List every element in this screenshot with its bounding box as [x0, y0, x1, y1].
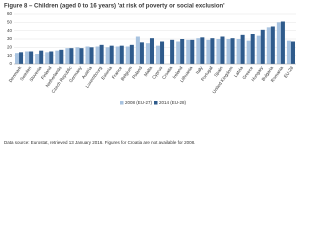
x-tick-label: Poland	[131, 65, 143, 80]
legend-swatch	[154, 101, 158, 105]
bar	[109, 45, 114, 64]
bar	[79, 48, 84, 64]
bar	[160, 41, 165, 64]
y-tick-label: 60	[7, 11, 13, 16]
chart: Figure 8 – Children (aged 0 to 16 years)…	[4, 4, 296, 145]
y-tick-label: 0	[9, 61, 12, 66]
bar	[190, 39, 195, 64]
bar	[95, 46, 100, 64]
bar	[25, 51, 30, 64]
legend-label: 2014 (EU-28)	[159, 100, 187, 105]
bar	[69, 48, 74, 64]
bar	[85, 46, 90, 64]
y-tick-label: 30	[7, 36, 13, 41]
bar	[276, 22, 281, 64]
x-tick-label: Spain	[213, 65, 224, 78]
bar	[206, 39, 211, 64]
bar	[246, 40, 251, 64]
bar	[19, 52, 24, 64]
legend-label: 2008 (EU-27)	[125, 100, 153, 105]
x-tick-label: EU-28	[283, 65, 295, 79]
bar	[210, 38, 215, 64]
bar	[125, 46, 130, 64]
bar	[65, 48, 70, 64]
bar	[89, 47, 94, 64]
bar	[266, 27, 271, 64]
bar	[15, 53, 20, 64]
bar	[220, 36, 225, 64]
bar	[260, 29, 265, 64]
bar	[55, 50, 60, 64]
bar	[35, 54, 40, 64]
bar	[200, 37, 205, 64]
bar	[270, 26, 275, 64]
bar	[115, 46, 120, 64]
bar	[240, 34, 245, 64]
bar	[176, 41, 181, 64]
bar	[45, 52, 50, 64]
bar	[230, 38, 235, 64]
y-tick-label: 20	[7, 45, 13, 50]
bar	[139, 42, 144, 64]
bar	[119, 45, 124, 64]
y-tick-label: 50	[7, 20, 13, 25]
bar	[250, 34, 255, 64]
bar	[286, 40, 291, 64]
bar	[129, 44, 134, 64]
bar	[186, 39, 191, 64]
bar	[99, 44, 104, 64]
chart-title: Figure 8 – Children (aged 0 to 16 years)…	[4, 4, 225, 10]
bar	[75, 47, 80, 64]
bar	[180, 39, 185, 64]
bar	[135, 36, 140, 64]
bar	[216, 39, 221, 64]
bar	[226, 39, 231, 64]
bar	[256, 35, 261, 64]
bar	[39, 50, 44, 64]
x-tick-label: Italy	[195, 65, 204, 75]
x-tick-label: Malta	[143, 65, 154, 77]
source-note: Data source: Eurostat, retrieved 13 Janu…	[4, 140, 195, 145]
bar	[59, 49, 64, 64]
bar	[170, 39, 175, 64]
bar	[29, 51, 34, 64]
bar	[280, 21, 285, 64]
bar	[49, 51, 54, 64]
legend-swatch	[120, 101, 124, 105]
bar	[236, 39, 241, 64]
y-tick-label: 10	[7, 53, 13, 58]
bar	[149, 38, 154, 64]
bar	[145, 43, 150, 64]
x-tick-label: Latvia	[233, 65, 244, 78]
y-tick-label: 40	[7, 28, 13, 33]
bar	[290, 41, 295, 64]
bar	[196, 38, 201, 64]
bar	[105, 47, 110, 64]
bar	[156, 45, 161, 64]
